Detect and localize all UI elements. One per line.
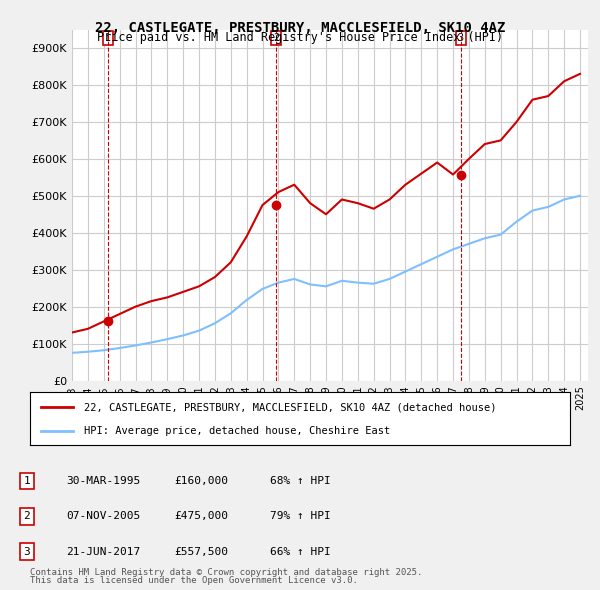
Text: Contains HM Land Registry data © Crown copyright and database right 2025.: Contains HM Land Registry data © Crown c… — [30, 568, 422, 577]
Text: 22, CASTLEGATE, PRESTBURY, MACCLESFIELD, SK10 4AZ: 22, CASTLEGATE, PRESTBURY, MACCLESFIELD,… — [95, 21, 505, 35]
Text: 79% ↑ HPI: 79% ↑ HPI — [270, 512, 331, 521]
Text: £160,000: £160,000 — [174, 476, 228, 486]
Text: 1: 1 — [104, 33, 111, 43]
Text: 1: 1 — [23, 476, 31, 486]
Text: 30-MAR-1995: 30-MAR-1995 — [66, 476, 140, 486]
Text: HPI: Average price, detached house, Cheshire East: HPI: Average price, detached house, Ches… — [84, 425, 390, 435]
Text: Price paid vs. HM Land Registry's House Price Index (HPI): Price paid vs. HM Land Registry's House … — [97, 31, 503, 44]
Text: 3: 3 — [457, 33, 464, 43]
Text: 68% ↑ HPI: 68% ↑ HPI — [270, 476, 331, 486]
Text: £557,500: £557,500 — [174, 547, 228, 556]
Text: 66% ↑ HPI: 66% ↑ HPI — [270, 547, 331, 556]
Text: 21-JUN-2017: 21-JUN-2017 — [66, 547, 140, 556]
Text: 3: 3 — [23, 547, 31, 556]
Text: 2: 2 — [273, 33, 279, 43]
Text: £475,000: £475,000 — [174, 512, 228, 521]
Text: 07-NOV-2005: 07-NOV-2005 — [66, 512, 140, 521]
Text: 2: 2 — [23, 512, 31, 521]
Text: This data is licensed under the Open Government Licence v3.0.: This data is licensed under the Open Gov… — [30, 576, 358, 585]
Text: 22, CASTLEGATE, PRESTBURY, MACCLESFIELD, SK10 4AZ (detached house): 22, CASTLEGATE, PRESTBURY, MACCLESFIELD,… — [84, 402, 497, 412]
